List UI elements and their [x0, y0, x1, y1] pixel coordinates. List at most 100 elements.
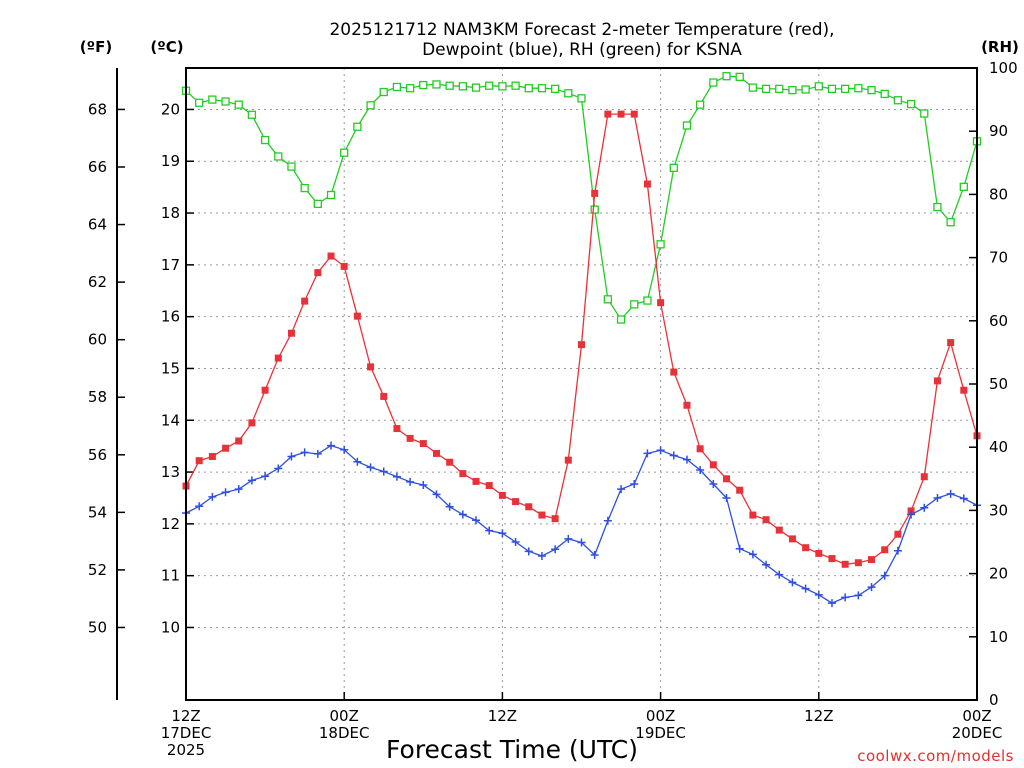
- rh-point: [326, 190, 336, 200]
- rh-tick-label: 20: [989, 565, 1008, 583]
- fahrenheit-tick-label: 62: [88, 273, 107, 291]
- rh-tick-label: 30: [989, 501, 1008, 519]
- grid-lines: [186, 68, 977, 700]
- dewpoint-point: [300, 448, 309, 457]
- temperature-point: [446, 458, 454, 466]
- fahrenheit-tick-label: 68: [88, 100, 107, 118]
- temperature-point: [208, 453, 216, 461]
- temperature-point: [222, 444, 230, 452]
- temperature-point: [564, 456, 572, 464]
- fahrenheit-tick-label: 54: [88, 503, 107, 521]
- rh-tick-label: 70: [989, 249, 1008, 267]
- rh-line: [185, 75, 978, 321]
- dewpoint-point: [841, 593, 850, 602]
- rh-point: [195, 98, 204, 107]
- dewpoint-point: [313, 449, 322, 458]
- rh-point: [827, 84, 837, 94]
- celsius-tick-label: 16: [161, 308, 180, 326]
- rh-point: [867, 85, 876, 95]
- dewpoint-point: [827, 599, 836, 608]
- dewpoint-point: [617, 485, 626, 494]
- dewpoint-point: [511, 538, 520, 546]
- rh-point: [709, 78, 718, 87]
- rh-point: [920, 109, 929, 118]
- rh-point: [854, 84, 863, 93]
- time-tick-label: 20DEC: [952, 724, 1003, 742]
- temperature-point: [670, 368, 678, 376]
- time-tick-label: 12Z: [171, 707, 200, 725]
- celsius-tick-label: 13: [161, 463, 180, 481]
- temperature-point: [380, 392, 388, 400]
- dewpoint-point: [485, 526, 494, 535]
- dewpoint-point: [472, 516, 481, 525]
- rh-point: [814, 82, 823, 91]
- temperature-point: [512, 498, 520, 506]
- temperature-point: [960, 386, 968, 394]
- temperature-point: [696, 445, 704, 453]
- temperature-point: [775, 526, 783, 534]
- temperature-point: [485, 482, 493, 490]
- temperature-point: [815, 549, 823, 557]
- dewpoint-point: [959, 494, 968, 503]
- celsius-tick-label: 20: [161, 100, 180, 118]
- celsius-tick-label: 12: [161, 515, 180, 533]
- rh-point: [260, 135, 270, 145]
- dewpoint-point: [880, 571, 889, 580]
- dewpoint-point: [537, 551, 546, 560]
- rh-point: [366, 101, 375, 110]
- temperature-point: [406, 434, 414, 442]
- celsius-tick-label: 18: [161, 204, 180, 222]
- dewpoint-point: [221, 488, 230, 497]
- rh-point: [669, 163, 678, 173]
- dewpoint-point: [893, 546, 902, 555]
- rh-point: [616, 315, 626, 324]
- temperature-point: [578, 341, 585, 349]
- temperature-point: [525, 503, 533, 511]
- temperature-point: [683, 401, 691, 409]
- dewpoint-point: [234, 485, 243, 494]
- temperature-point: [301, 297, 309, 305]
- rh-point: [748, 83, 758, 92]
- dewpoint-point: [669, 451, 678, 460]
- time-tick-label: 00Z: [330, 707, 359, 725]
- time-tick-label: 18DEC: [319, 724, 370, 742]
- credit-text: coolwx.com/models: [857, 747, 1014, 765]
- rh-point: [313, 199, 322, 209]
- rh-point: [405, 84, 415, 93]
- rh-point: [722, 72, 731, 81]
- rh-point: [946, 218, 955, 227]
- dewpoint-point: [775, 570, 784, 579]
- dewpoint-point: [946, 489, 955, 498]
- temperature-point: [472, 477, 480, 485]
- rh-point: [643, 296, 652, 305]
- rh-point: [419, 80, 428, 90]
- temperature-point: [947, 339, 955, 347]
- rh-point: [445, 81, 454, 90]
- rh-point: [379, 87, 388, 97]
- fahrenheit-axis: 50 52 54 56 58 60 62 64 66 68: [88, 100, 125, 636]
- temperature-point: [709, 461, 717, 469]
- temperature-point: [802, 544, 810, 552]
- celsius-axis: 10 11 12 13 14 15 16 17 18 19 20: [161, 100, 194, 636]
- temperature-point: [551, 515, 559, 523]
- temperature-point: [788, 535, 796, 543]
- rh-point: [775, 84, 784, 94]
- rh-point: [274, 152, 283, 161]
- temperature-point: [274, 354, 282, 362]
- dewpoint-point: [287, 452, 296, 461]
- rh-point: [696, 100, 705, 109]
- dewpoint-point: [696, 465, 705, 474]
- rh-point: [761, 84, 771, 94]
- dewpoint-point: [762, 560, 771, 569]
- time-tick-label: 00Z: [646, 707, 675, 725]
- rh-tick-label: 40: [989, 438, 1008, 456]
- dewpoint-series: [182, 441, 981, 608]
- rh-point: [392, 82, 402, 92]
- temperature-point: [538, 511, 546, 519]
- dewpoint-point: [735, 544, 744, 553]
- dewpoint-point: [722, 493, 731, 502]
- rh-tick-label: 90: [989, 122, 1008, 140]
- rh-point: [432, 80, 441, 89]
- dewpoint-point: [564, 534, 573, 543]
